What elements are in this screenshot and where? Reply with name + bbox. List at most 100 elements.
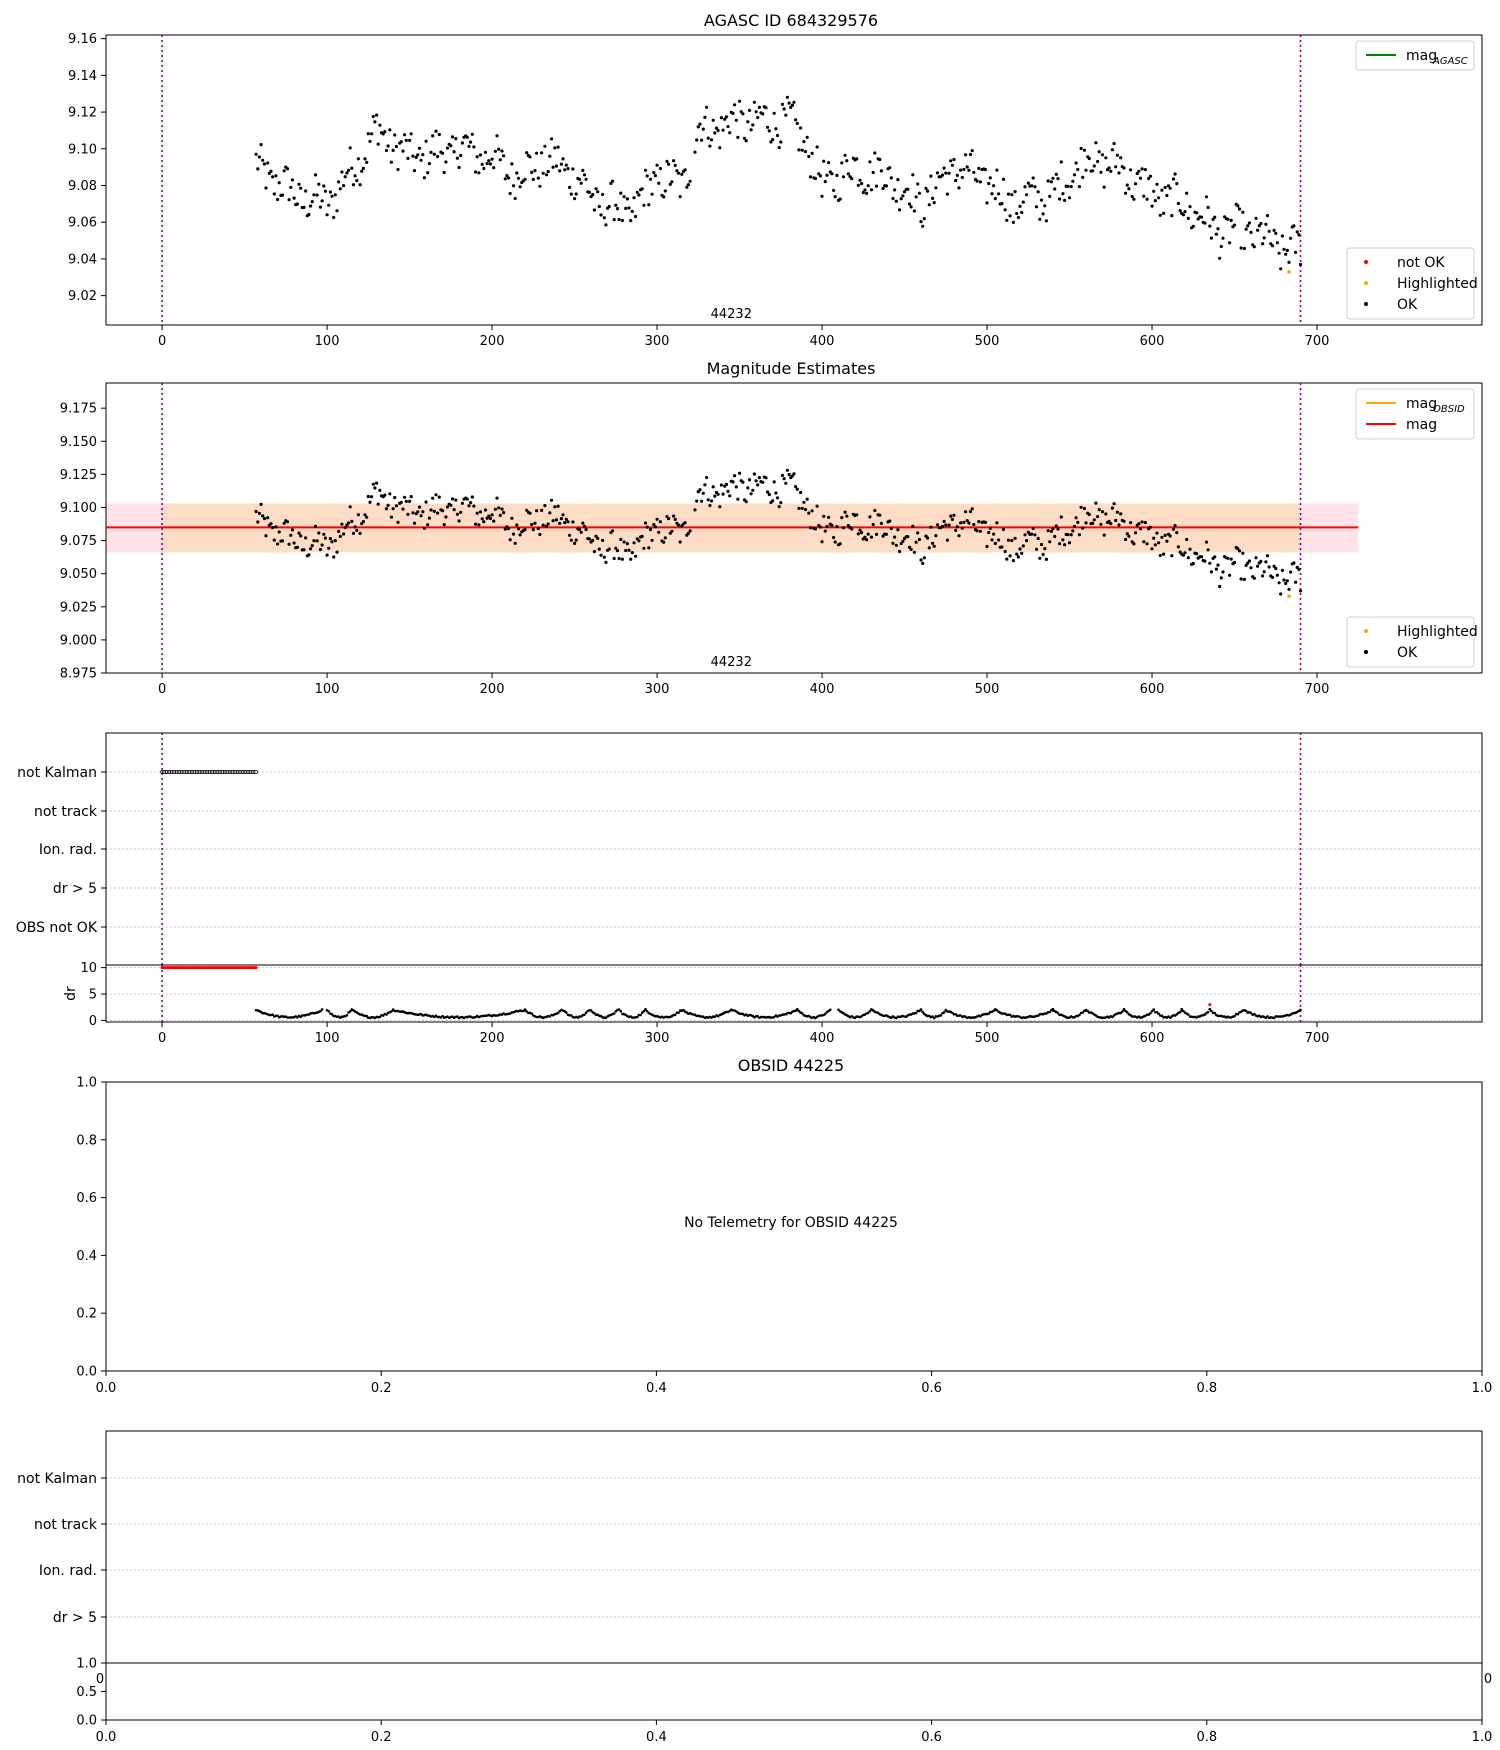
p1-ok-point — [370, 132, 374, 136]
p2-ok-point — [315, 539, 319, 543]
p1-ok-point — [530, 170, 534, 174]
p1-ok-point — [784, 113, 788, 117]
p1-ok-point — [929, 174, 933, 178]
p2-ok-point — [1122, 519, 1126, 523]
p3b-dr-point — [1236, 1012, 1240, 1016]
p1-ok-point — [1211, 217, 1215, 221]
p5b-ytick-label: 0.0 — [76, 1714, 97, 1729]
p1-ok-point — [749, 128, 753, 132]
p1-ok-point — [599, 213, 603, 217]
p1-ok-point — [1206, 205, 1210, 209]
p2-ok-point — [594, 534, 598, 538]
p1-ok-point — [993, 197, 997, 201]
p2-ok-point — [1079, 505, 1083, 509]
p2-ok-point — [269, 522, 273, 526]
p1-ok-point — [792, 100, 796, 104]
p2-ok-point — [441, 509, 445, 513]
p2-ok-point — [419, 514, 423, 518]
panel-title-obsid-44225: OBSID 44225 — [738, 1056, 844, 1075]
p1-ok-point — [772, 111, 776, 115]
p2-ok-point — [1104, 512, 1108, 516]
p2-ok-point — [746, 486, 750, 490]
p1-ok-point — [457, 165, 461, 170]
p2-ok-point — [706, 498, 710, 502]
p1-ok-point — [1138, 176, 1143, 180]
p3b-dr-point — [1249, 1011, 1253, 1015]
p2-ok-point — [634, 554, 638, 558]
p1-ok-point — [733, 103, 737, 107]
p2-ok-point — [445, 505, 450, 509]
p2-ok-point — [967, 521, 971, 525]
p1-ok-point — [1021, 200, 1025, 204]
p1-ok-point — [634, 214, 638, 219]
p1-ok-point — [774, 127, 778, 131]
p2-ok-point — [404, 499, 408, 503]
p4-xtick-label: 0.8 — [1196, 1381, 1217, 1396]
p1-ok-point — [779, 140, 783, 144]
p2-ok-point — [721, 492, 725, 496]
panel-magnitude-estimates: Magnitude Estimates 0 100 200 300 400 500 600 7… — [60, 359, 1483, 697]
p1-ok-point — [741, 112, 745, 116]
p1-ok-point — [601, 192, 605, 197]
p1-ok-point — [830, 172, 834, 176]
p2-ok-point — [947, 523, 951, 527]
p1-ok-point — [1298, 262, 1303, 267]
p2-ok-point — [1254, 556, 1258, 560]
p2-ok-point — [752, 472, 757, 476]
p2-ok-point — [1294, 580, 1298, 584]
p2-ok-point — [1110, 506, 1114, 510]
p1-ok-point — [667, 162, 671, 166]
p2-ok-point — [406, 512, 410, 517]
p1-ok-point — [1056, 177, 1060, 181]
p1-ok-point — [977, 166, 981, 170]
p2-ok-point — [375, 481, 379, 485]
p1-ok-point — [356, 157, 360, 161]
p3b-dr-point — [378, 1015, 382, 1019]
p2-ok-point — [1216, 563, 1220, 567]
p1-ok-point — [967, 168, 971, 172]
p2-ok-point — [1044, 557, 1048, 562]
p1-ok-point — [629, 219, 633, 223]
p1-ok-point — [795, 121, 799, 125]
p2-ok-point — [1013, 536, 1017, 540]
p1-ok-point — [932, 201, 936, 205]
p1-ok-point — [970, 149, 974, 153]
p2-ok-point — [927, 546, 931, 550]
p1-ok-point — [1053, 187, 1057, 191]
p2-ok-point — [1237, 549, 1242, 553]
p1-ok-point — [309, 204, 313, 208]
p1-ok-point — [1122, 166, 1126, 170]
p2-ok-point — [356, 513, 360, 517]
p1-ok-point — [1061, 192, 1065, 196]
p1-ok-point — [742, 136, 747, 140]
p1-ok-point — [607, 204, 611, 209]
p1-ok-point — [257, 155, 261, 159]
p3b-dr-point — [979, 1015, 982, 1018]
p3b-dr-point — [1244, 1009, 1248, 1013]
p1-ok-point — [1208, 224, 1212, 228]
p2-ok-point — [747, 478, 752, 482]
p1-ok-point — [1094, 141, 1098, 145]
p1-ok-point — [1232, 223, 1237, 227]
p2-ok-point — [280, 539, 285, 543]
p1-ok-point — [393, 133, 397, 137]
p1-ok-point — [1153, 199, 1157, 203]
p2-ok-point — [914, 540, 918, 544]
p2-ok-point — [1226, 556, 1230, 560]
p2-ok-point — [749, 492, 753, 496]
p2-ok-point — [1229, 557, 1233, 561]
p2-ok-point — [531, 528, 535, 532]
p1-ok-point — [1081, 175, 1085, 179]
p1-ok-point — [391, 148, 395, 152]
p2-ok-point — [488, 516, 492, 521]
p2-ok-point — [858, 528, 862, 532]
p2-ok-point — [952, 513, 956, 517]
p2-ok-point — [310, 544, 314, 548]
p2-legend-subscript: OBSID — [1433, 404, 1465, 415]
p2-xtick-label: 100 — [315, 682, 340, 697]
p2-ok-point — [426, 523, 430, 527]
p2-ok-point — [559, 517, 564, 521]
p1-ok-point — [346, 168, 351, 172]
p2-ok-point — [403, 495, 407, 499]
p2-ok-point — [673, 517, 677, 522]
